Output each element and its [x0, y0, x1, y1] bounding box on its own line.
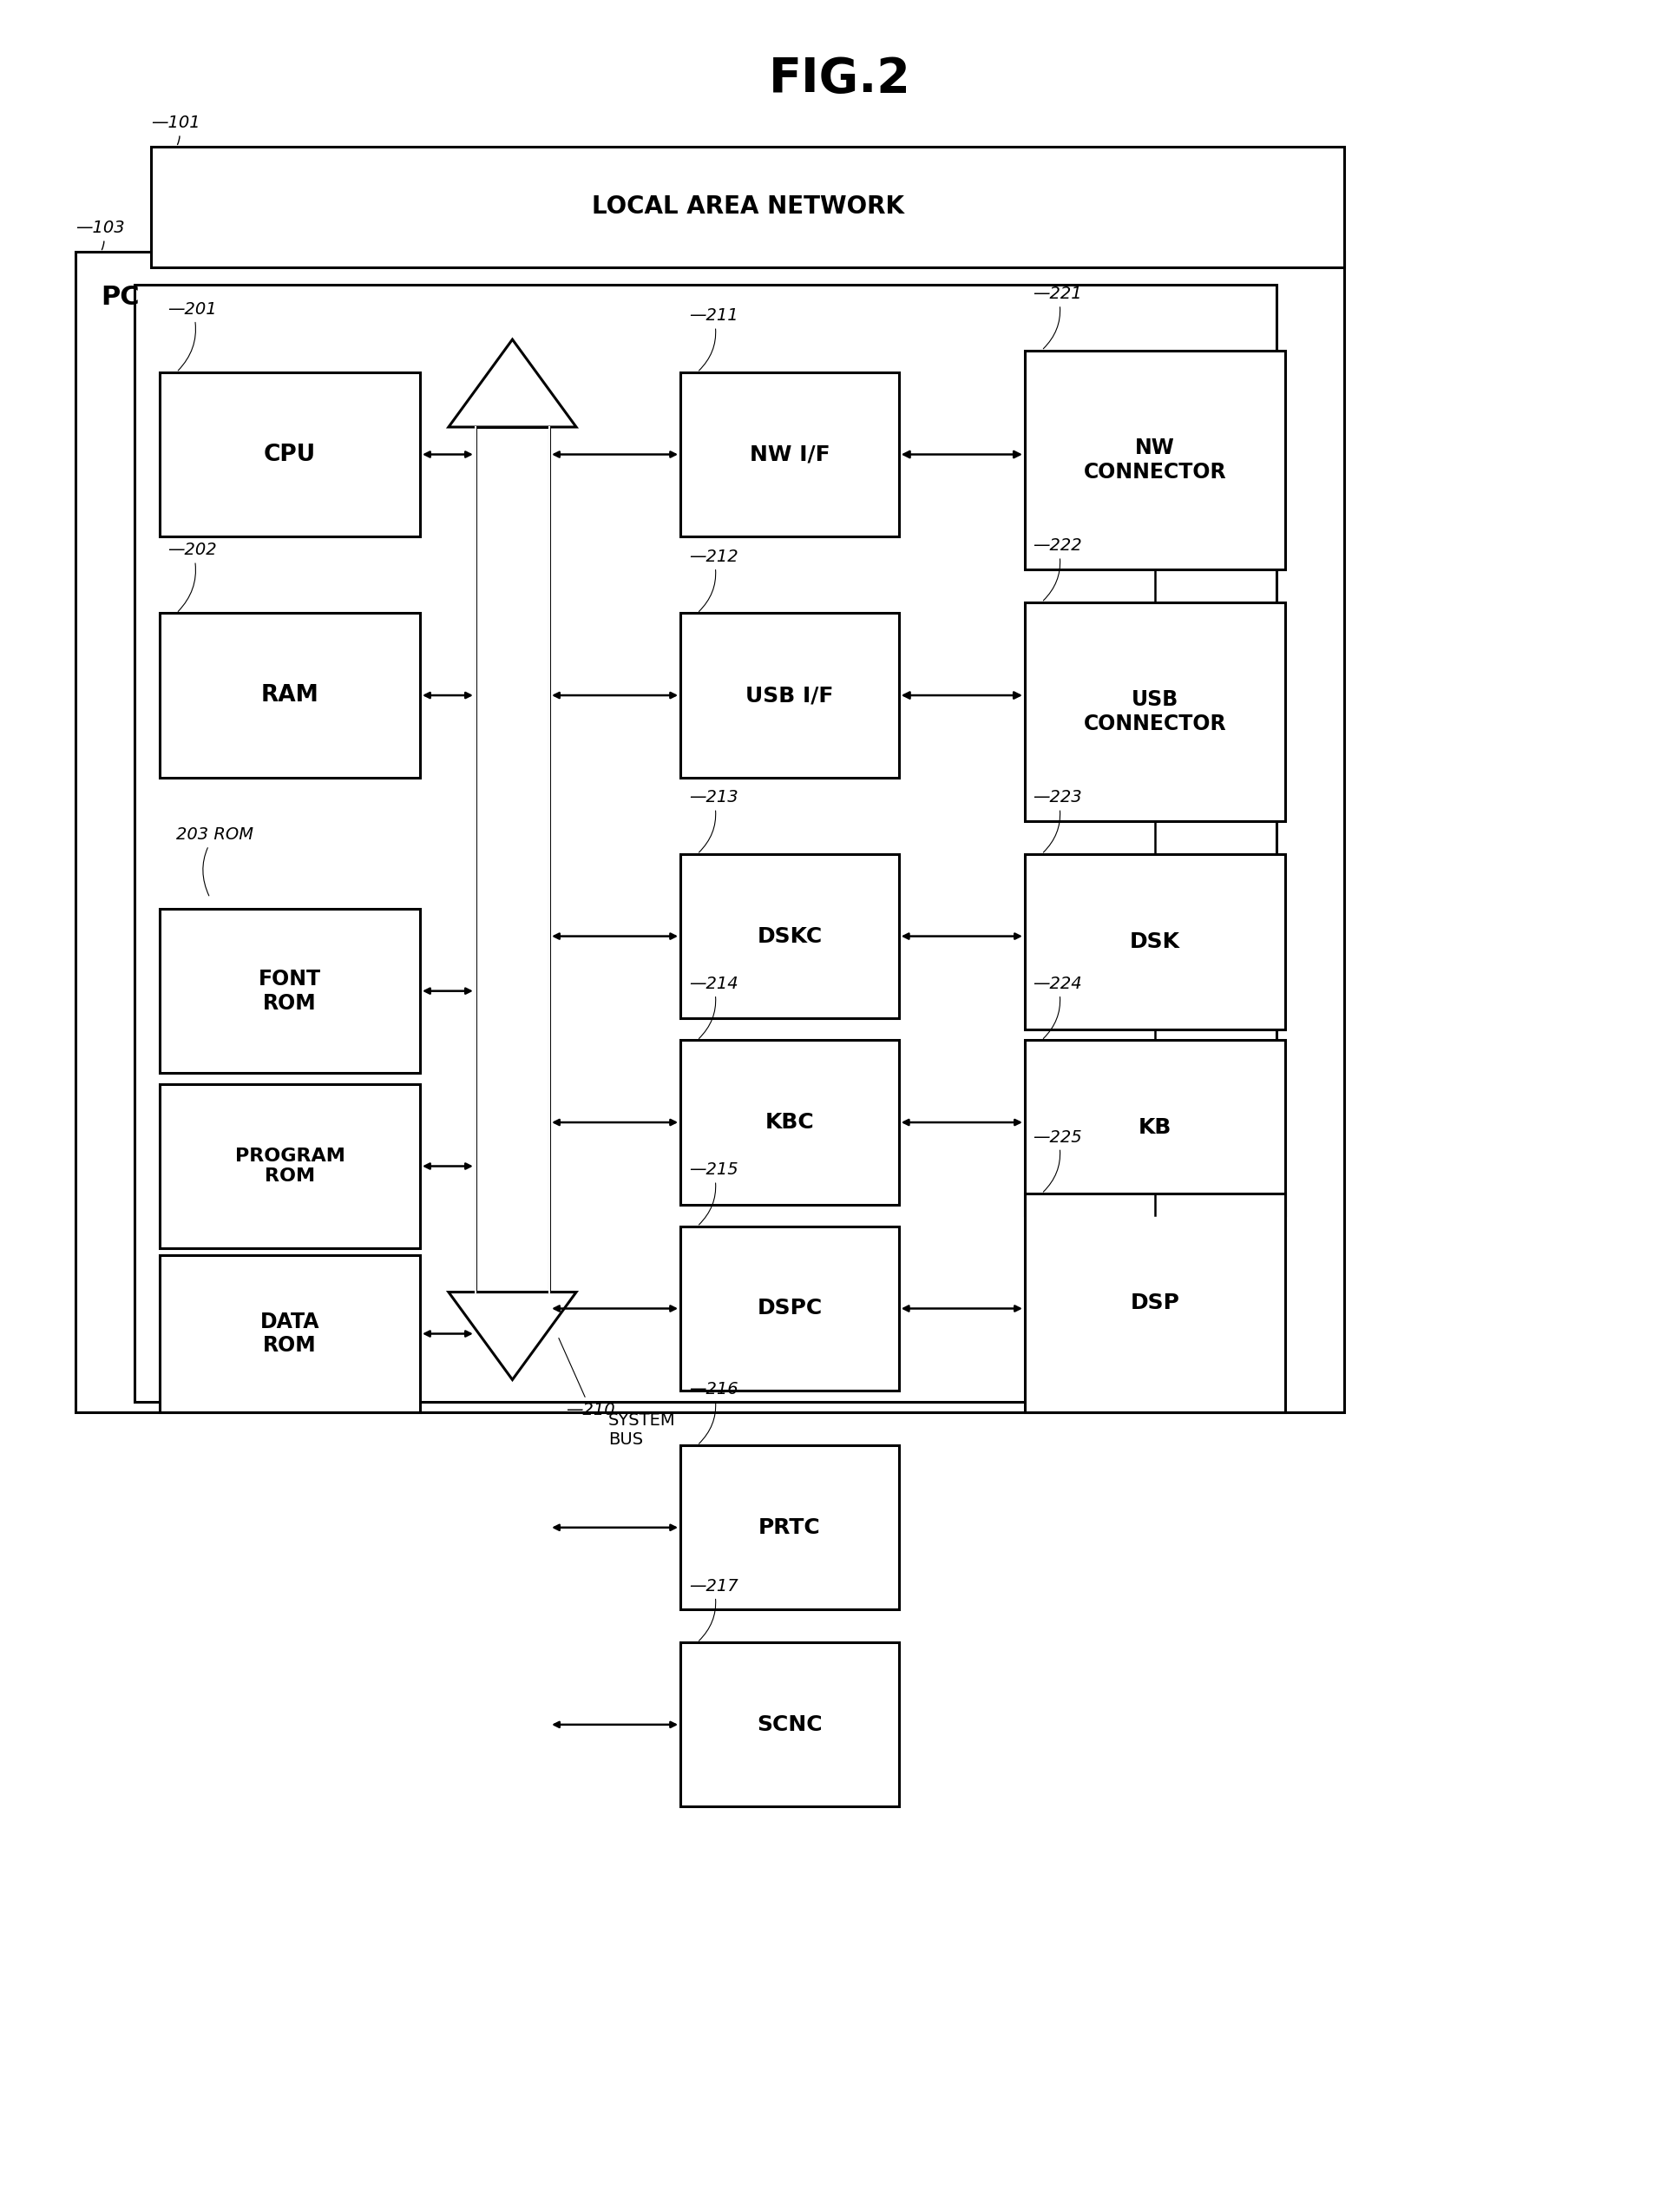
Text: —101: —101	[151, 114, 200, 145]
Bar	[680, 1445, 899, 1610]
Text: —202: —202	[168, 541, 217, 611]
Bar	[1025, 1194, 1285, 1413]
Bar	[1025, 1040, 1285, 1215]
Text: —215: —215	[689, 1161, 738, 1224]
Text: DSK: DSK	[1131, 931, 1179, 953]
Text: —212: —212	[689, 548, 738, 611]
Text: —103: —103	[76, 219, 124, 250]
Bar	[680, 613, 899, 777]
Text: RAM: RAM	[260, 683, 319, 707]
Bar	[1025, 350, 1285, 569]
Text: FIG.2: FIG.2	[769, 55, 911, 103]
Bar	[160, 909, 420, 1073]
Bar	[1025, 602, 1285, 821]
Text: —222: —222	[1033, 537, 1082, 600]
Polygon shape	[449, 1292, 576, 1380]
Bar	[680, 854, 899, 1018]
Polygon shape	[449, 339, 576, 427]
Bar	[160, 1255, 420, 1413]
Text: DSPC: DSPC	[758, 1299, 822, 1318]
Text: USB I/F: USB I/F	[746, 685, 833, 705]
Text: —214: —214	[689, 975, 738, 1038]
Text: CPU: CPU	[264, 442, 316, 466]
Text: —210: —210	[559, 1338, 615, 1419]
Text: —211: —211	[689, 307, 738, 370]
Text: —213: —213	[689, 788, 738, 852]
Text: PRTC: PRTC	[758, 1518, 822, 1537]
Bar	[160, 613, 420, 777]
Text: DATA
ROM: DATA ROM	[260, 1312, 319, 1356]
Text: KB: KB	[1139, 1117, 1171, 1139]
Text: —225: —225	[1033, 1128, 1082, 1191]
Bar	[680, 1226, 899, 1391]
Bar	[134, 285, 1277, 1402]
Text: KBC: KBC	[764, 1113, 815, 1132]
Bar	[680, 1040, 899, 1205]
Text: —224: —224	[1033, 975, 1082, 1038]
Text: FONT
ROM: FONT ROM	[259, 968, 321, 1014]
Bar	[475, 427, 549, 1292]
Text: NW
CONNECTOR: NW CONNECTOR	[1084, 438, 1226, 482]
Bar	[680, 372, 899, 537]
Text: SCNC: SCNC	[756, 1715, 823, 1734]
Text: PROGRAM
ROM: PROGRAM ROM	[235, 1148, 344, 1185]
Text: —221: —221	[1033, 285, 1082, 348]
Bar	[1025, 854, 1285, 1029]
Text: —216: —216	[689, 1380, 738, 1443]
Text: —217: —217	[689, 1577, 738, 1640]
Text: NW I/F: NW I/F	[749, 445, 830, 464]
Text: SYSTEM
BUS: SYSTEM BUS	[608, 1413, 675, 1448]
Text: —201: —201	[168, 300, 217, 370]
Bar	[160, 372, 420, 537]
Text: —223: —223	[1033, 788, 1082, 852]
Bar	[76, 252, 1344, 1413]
Text: 203 ROM: 203 ROM	[176, 826, 254, 896]
Text: DSP: DSP	[1131, 1292, 1179, 1314]
Text: LOCAL AREA NETWORK: LOCAL AREA NETWORK	[591, 195, 904, 219]
Text: PC: PC	[101, 285, 139, 309]
Text: USB
CONNECTOR: USB CONNECTOR	[1084, 690, 1226, 734]
Bar	[680, 1642, 899, 1807]
Bar	[151, 147, 1344, 267]
Text: DSKC: DSKC	[758, 926, 822, 946]
Bar	[160, 1084, 420, 1248]
